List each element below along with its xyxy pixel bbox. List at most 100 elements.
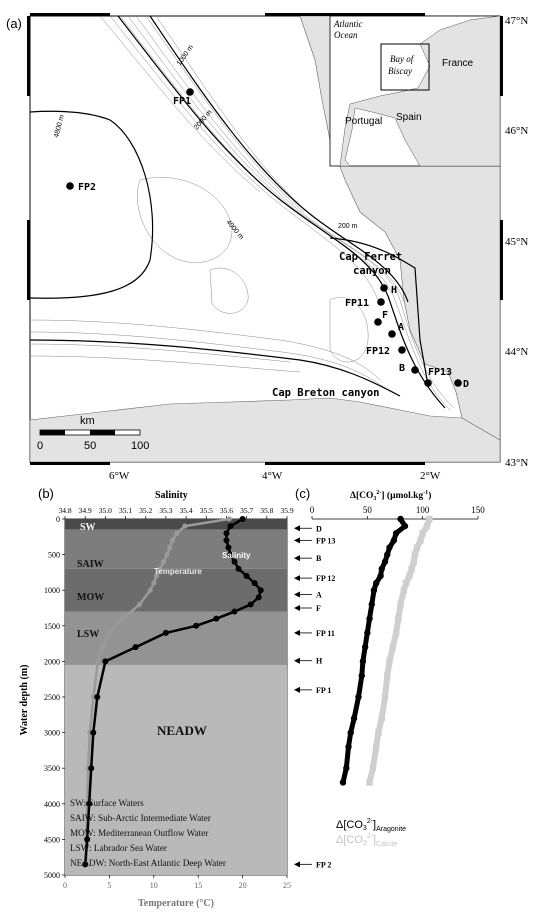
calcite-point	[410, 558, 418, 565]
panel-c-label: (c)	[295, 486, 310, 501]
svg-text:FP 1: FP 1	[316, 686, 331, 695]
inset-bay-1: Bay of	[390, 54, 415, 64]
wm-label-saiw: SAIW	[77, 559, 104, 570]
station-arrow-d: D	[294, 524, 322, 533]
aragonite-point	[347, 729, 354, 736]
wm-label-mow: MOW	[77, 592, 104, 603]
svg-text:km: km	[80, 415, 95, 427]
salinity-point	[162, 629, 169, 636]
station-depth-arrows: D FP 13 B FP 12 AF FP 11 H FP 1 FP 2	[294, 524, 335, 869]
legend-line-mow: MOW: Mediterranean Outflow Water	[70, 828, 208, 838]
inset-france: France	[442, 58, 474, 69]
depth-tick-label: 3500	[44, 764, 60, 773]
calcite-point	[392, 629, 400, 637]
depth-tick-label: 500	[48, 551, 60, 560]
salinity-point	[239, 516, 246, 522]
salinity-point	[88, 765, 95, 772]
temperature-curve-label: Temperature	[154, 567, 202, 576]
temperature-point	[153, 573, 160, 579]
station-b: B	[399, 363, 419, 374]
temperature-point	[182, 523, 188, 529]
legend-calcite: Δ[CO32-]Calcite	[336, 833, 398, 848]
depth-tick-label: 4500	[44, 835, 60, 844]
lon-label-2w: 2°W	[420, 470, 441, 482]
salinity-point	[247, 601, 254, 608]
temperature-tick-label: 25	[283, 881, 291, 890]
station-arrow-h: H	[294, 657, 323, 666]
depth-tick-label: 1500	[44, 622, 60, 631]
calcite-point	[426, 515, 433, 523]
depth-tick-label: 5000	[44, 871, 60, 880]
calcite-point	[366, 779, 373, 786]
aragonite-point	[384, 551, 391, 558]
salinity-point	[102, 658, 109, 665]
aragonite-point	[364, 629, 371, 637]
water-mass-band-neadw	[65, 664, 287, 875]
station-arrow-fp12: FP 12	[294, 574, 335, 583]
svg-text:H: H	[316, 657, 323, 666]
aragonite-point	[372, 579, 380, 587]
wm-label-neadw: NEADW	[157, 723, 207, 738]
salinity-tick-label: 35.3	[159, 506, 172, 515]
svg-text:FP 12: FP 12	[316, 574, 335, 583]
salinity-point	[235, 565, 242, 572]
co3-axis-title: Δ[CO32-] (μmol.kg-1)	[350, 490, 431, 502]
temperature-point	[95, 658, 101, 665]
salinity-point	[90, 729, 97, 736]
co3-tick-label: 100	[416, 505, 430, 515]
svg-text:F: F	[316, 604, 321, 613]
salinity-point	[193, 622, 200, 629]
station-fp1: FP1	[173, 88, 194, 107]
salinity-tick-label: 34.9	[79, 506, 92, 515]
aragonite-point	[359, 658, 367, 665]
water-mass-band-sw	[65, 519, 287, 530]
aragonite-point	[392, 530, 400, 537]
salinity-tick-label: 35.8	[260, 506, 273, 515]
lat-label-47: 47°N	[505, 15, 528, 27]
svg-text:100: 100	[131, 440, 149, 452]
temperature-point	[136, 601, 143, 608]
salinity-point	[231, 558, 238, 565]
calcite-point	[384, 672, 391, 679]
inset-spain: Spain	[396, 112, 422, 123]
wm-label-sw: SW	[80, 522, 96, 533]
co3-tick-label: 150	[471, 505, 485, 515]
calcite-line	[366, 518, 433, 784]
calcite-point	[378, 715, 385, 722]
station-arrow-b: B	[294, 554, 322, 563]
station-h: H	[380, 284, 397, 296]
aragonite-point	[343, 765, 350, 772]
legend-line-saiw: SAIW: Sub-Arctic Intermediate Water	[70, 813, 211, 823]
inset-map: Atlantic Ocean Bay of Biscay France Port…	[329, 15, 501, 167]
canyon-label-canyon: canyon	[353, 265, 391, 277]
svg-text:FP2: FP2	[78, 182, 96, 193]
salinity-tick-label: 35.2	[139, 506, 152, 515]
salinity-point	[225, 544, 232, 551]
aragonite-point	[350, 715, 358, 722]
temperature-point	[169, 537, 176, 543]
salinity-tick-label: 35.5	[200, 506, 213, 515]
canyon-label-cap-ferret: Cap Ferret	[339, 251, 402, 263]
salinity-tick-label: 34.8	[58, 506, 71, 515]
temperature-tick-label: 10	[150, 881, 158, 890]
map-panel: 1000 m 2000 m 4800 m 4000 m 200 m Cap Fe…	[27, 13, 528, 482]
aragonite-point	[358, 672, 365, 679]
calcite-point	[395, 615, 402, 622]
salinity-axis-title: Salinity	[155, 490, 188, 501]
temperature-point	[164, 552, 170, 558]
temperature-point	[167, 544, 173, 551]
aragonite-point	[339, 779, 347, 786]
station-arrow-fp13: FP 13	[294, 536, 335, 545]
temperature-point	[226, 516, 232, 522]
calcite-point	[413, 544, 421, 551]
svg-text:FP 13: FP 13	[316, 536, 335, 545]
salinity-point	[86, 800, 93, 807]
contour-label-200: 200 m	[338, 223, 358, 230]
svg-text:B: B	[316, 554, 322, 563]
scale-bar: km 0 50 100	[37, 415, 149, 452]
station-fp12: FP12	[366, 346, 406, 357]
salinity-point	[227, 523, 234, 530]
temperature-tick-label: 20	[239, 881, 247, 890]
salinity-point	[257, 587, 264, 594]
